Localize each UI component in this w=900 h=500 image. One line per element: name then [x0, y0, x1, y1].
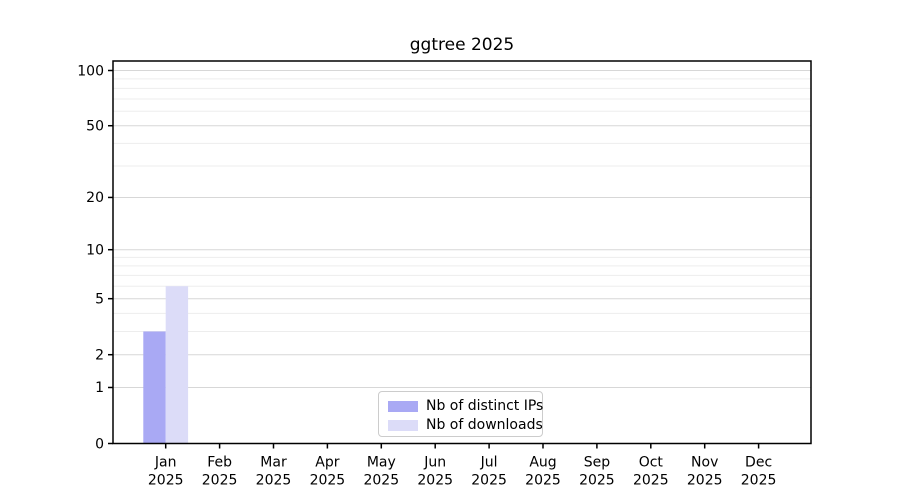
bar-nb-of-downloads-jan — [165, 286, 189, 444]
chart-title: ggtree 2025 — [409, 35, 515, 55]
legend-label-distinct-ips: Nb of distinct IPs — [426, 398, 544, 414]
legend-item-downloads: Nb of downloads — [388, 417, 543, 433]
x-tick-label-year: 2025 — [148, 473, 184, 489]
x-tick-label-year: 2025 — [741, 473, 777, 489]
x-tick-label-month: Nov — [691, 455, 718, 471]
x-tick-label-month: Mar — [260, 455, 287, 471]
y-tick-label: 1 — [95, 380, 104, 396]
x-tick-label-year: 2025 — [579, 473, 615, 489]
x-tick-label-year: 2025 — [687, 473, 723, 489]
y-tick-label: 50 — [86, 118, 104, 134]
x-tick-label-month: Dec — [745, 455, 772, 471]
x-tick-label-month: Aug — [529, 455, 556, 471]
legend-swatch-distinct-ips — [388, 400, 418, 412]
legend-swatch-downloads — [388, 419, 418, 431]
y-tick-label: 10 — [86, 242, 104, 258]
x-tick-label-year: 2025 — [202, 473, 238, 489]
x-tick-label-month: Sep — [584, 455, 611, 471]
x-tick-label-year: 2025 — [256, 473, 292, 489]
x-tick-label-year: 2025 — [363, 473, 399, 489]
x-tick-label-year: 2025 — [417, 473, 453, 489]
x-tick-label-month: Jun — [423, 455, 446, 471]
x-tick-label-year: 2025 — [633, 473, 669, 489]
legend-label-downloads: Nb of downloads — [426, 417, 543, 433]
y-tick-label: 100 — [77, 63, 104, 79]
legend-item-distinct-ips: Nb of distinct IPs — [388, 398, 544, 414]
x-tick-label-month: Feb — [207, 455, 232, 471]
x-tick-label-month: Oct — [639, 455, 664, 471]
x-tick-label-month: Jan — [154, 455, 177, 471]
y-tick-label: 0 — [95, 436, 104, 452]
x-tick-label-month: Jul — [480, 455, 498, 471]
y-tick-label: 5 — [95, 291, 104, 307]
y-tick-label: 20 — [86, 190, 104, 206]
x-tick-label-year: 2025 — [525, 473, 561, 489]
y-tick-label: 2 — [95, 347, 104, 363]
x-tick-label-year: 2025 — [310, 473, 346, 489]
legend: Nb of distinct IPs Nb of downloads — [378, 391, 543, 437]
bar-nb-of-distinct-ips-jan — [143, 331, 166, 444]
x-tick-label-year: 2025 — [471, 473, 507, 489]
axis-spines — [112, 60, 812, 445]
x-tick-label-month: May — [367, 455, 396, 471]
x-tick-label-month: Apr — [315, 455, 339, 471]
